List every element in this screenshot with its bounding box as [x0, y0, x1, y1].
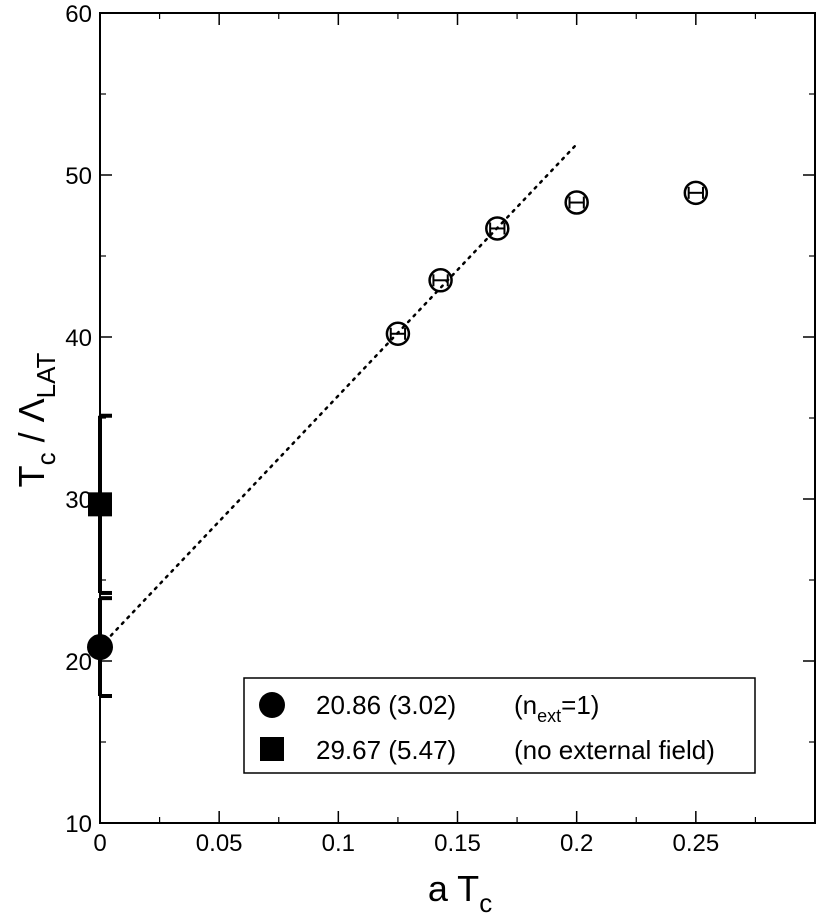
legend-entry-0-text: 20.86 (3.02) (next=1) — [316, 690, 599, 726]
data-point-open-circle — [385, 321, 411, 347]
x-tick-label: 0.2 — [560, 830, 593, 857]
data-points — [87, 180, 709, 698]
y-axis-title: Tc / ΛLAT — [11, 352, 61, 487]
x-axis-title: a Tc — [428, 868, 492, 918]
legend-marker-filled-square — [260, 737, 284, 761]
x-tick-label: 0.1 — [322, 830, 355, 857]
y-tick-label: 50 — [65, 163, 92, 190]
x-tick-label: 0.15 — [434, 830, 481, 857]
x-axis-title-sub: c — [479, 888, 492, 918]
x-tick-label: 0.25 — [672, 830, 719, 857]
y-axis-title-mid: / Λ — [11, 398, 52, 452]
data-point-open-circle — [485, 216, 510, 241]
legend-box — [243, 677, 756, 774]
legend-entry-1-note: (no external field) — [514, 735, 715, 765]
data-point-filled-square — [88, 492, 112, 517]
data-point-open-circle — [428, 268, 453, 293]
x-axis-title-main: a T — [428, 868, 479, 909]
legend: 20.86 (3.02) (next=1) 29.67 (5.47) (no e… — [243, 677, 756, 774]
data-point-filled-circle — [87, 634, 113, 661]
data-point-open-circle — [683, 180, 709, 206]
legend-entry-0-note-pre: (n — [514, 690, 537, 720]
y-tick-label: 30 — [65, 487, 92, 514]
y-axis-title-main: T — [11, 465, 52, 487]
legend-marker-filled-circle — [259, 692, 285, 718]
x-tick-label: 0.05 — [196, 830, 243, 857]
legend-entry-0-note-sub: ext — [537, 706, 561, 726]
legend-entry-0-note-post: =1) — [561, 690, 599, 720]
x-tick-label: 0 — [93, 830, 106, 857]
y-tick-label: 20 — [65, 649, 92, 676]
legend-entry-0-value: 20.86 (3.02) — [316, 690, 456, 720]
y-tick-label: 60 — [65, 1, 92, 28]
legend-entry-1-value: 29.67 (5.47) — [316, 735, 456, 765]
y-tick-label: 40 — [65, 325, 92, 352]
data-point-open-circle — [564, 190, 589, 215]
axis-ticks: 0 0.05 0.1 0.15 0.2 0.25 10 20 30 40 50 60 — [65, 1, 815, 857]
legend-entry-1-text: 29.67 (5.47) (no external field) — [316, 735, 715, 765]
y-tick-label: 10 — [65, 811, 92, 838]
y-axis-title-sub2: LAT — [31, 352, 61, 398]
y-axis-title-sub1: c — [31, 452, 61, 465]
